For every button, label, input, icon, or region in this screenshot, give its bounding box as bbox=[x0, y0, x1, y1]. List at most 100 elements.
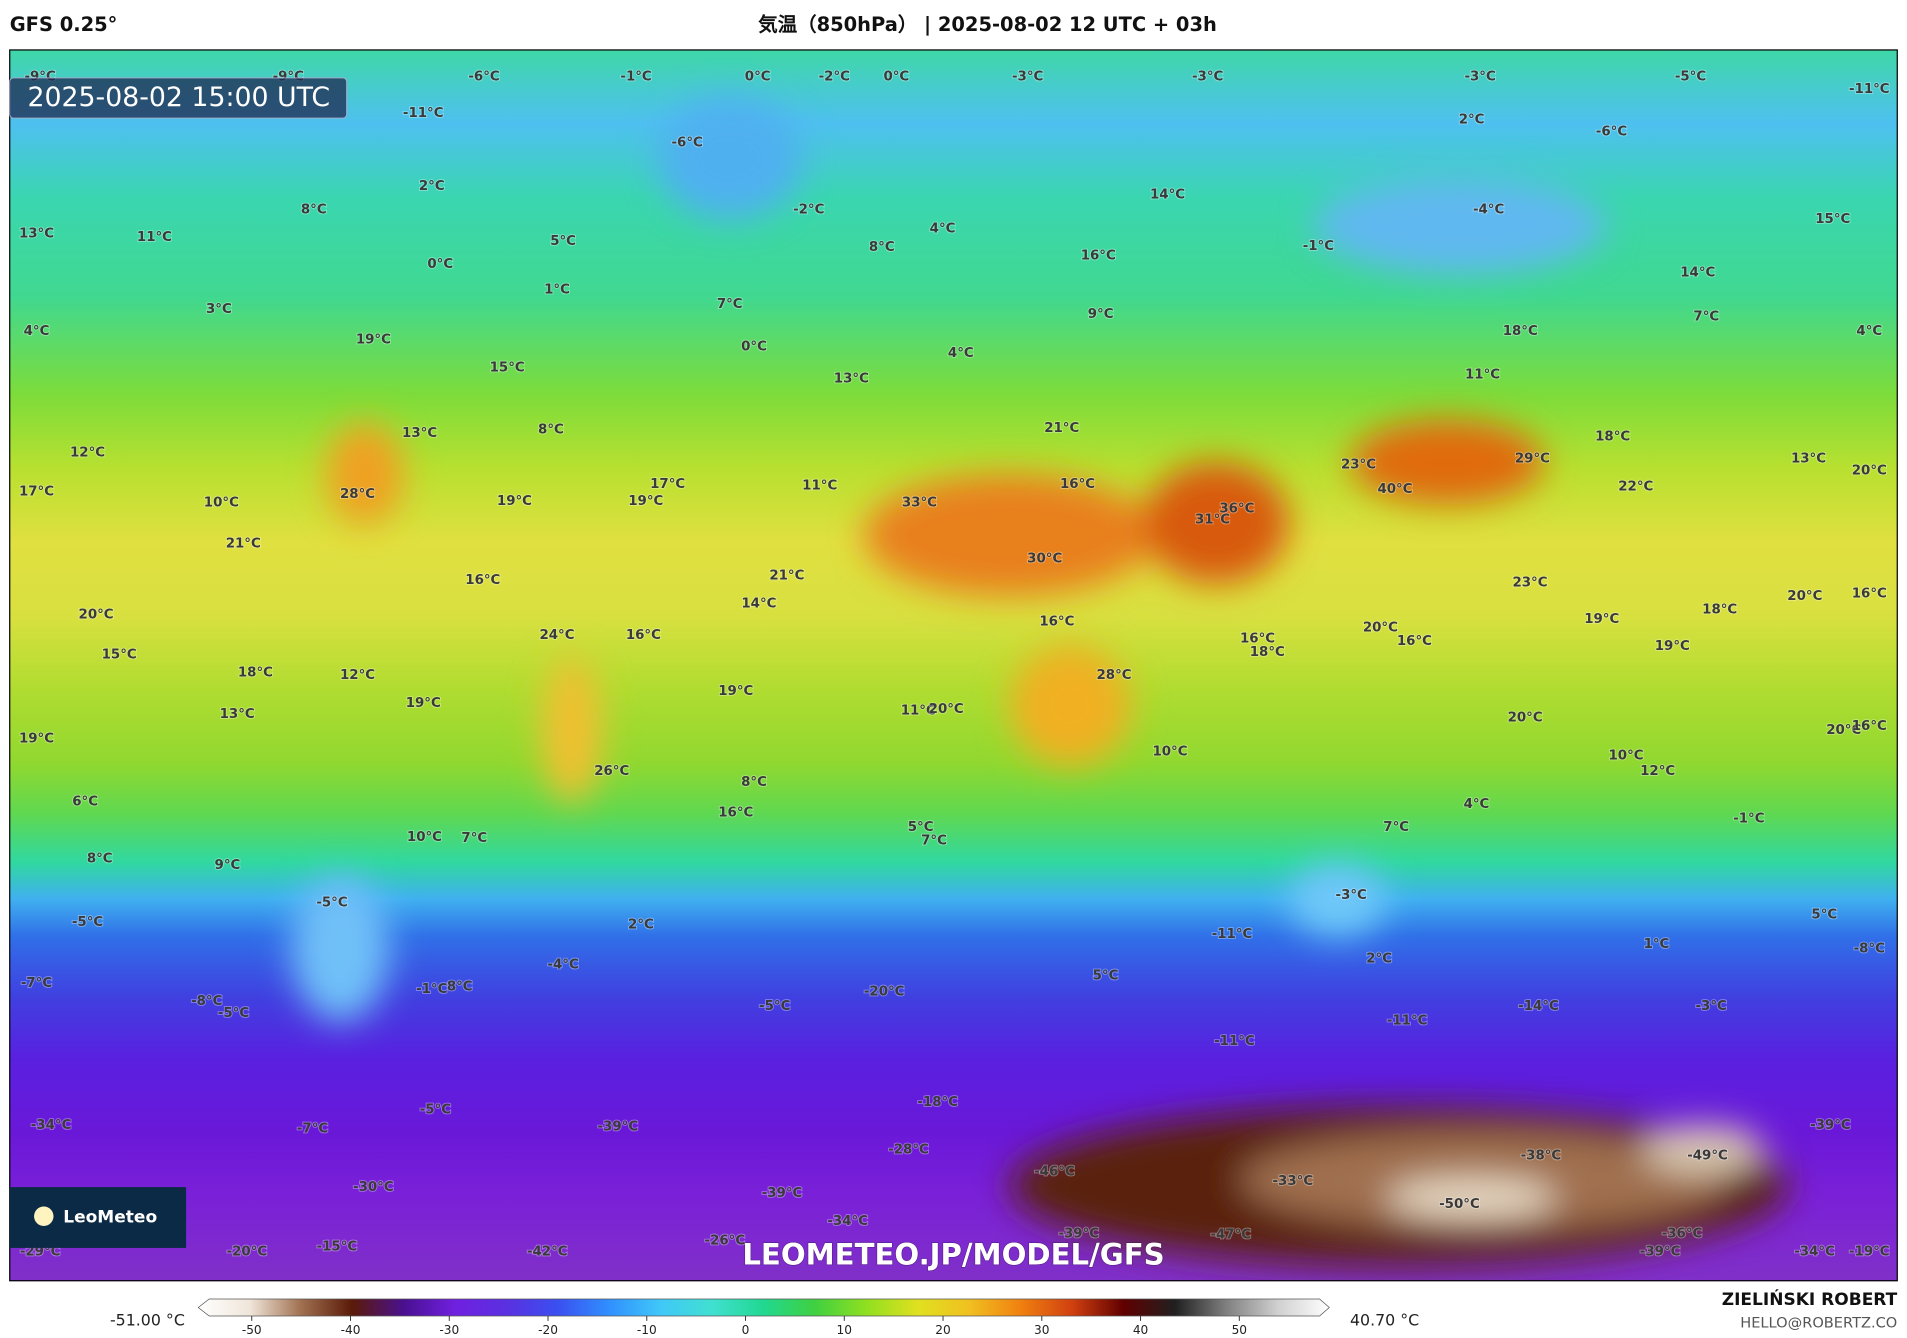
temperature-label: 17°C bbox=[650, 477, 685, 492]
temperature-label: 16°C bbox=[718, 806, 753, 821]
temperature-label: 8°C bbox=[538, 422, 564, 437]
temperature-label: -28°C bbox=[888, 1142, 929, 1157]
temperature-label: 20°C bbox=[1363, 621, 1398, 636]
temperature-label: -46°C bbox=[1034, 1164, 1075, 1179]
temperature-label: -1°C bbox=[620, 70, 651, 85]
temperature-label: -49°C bbox=[1687, 1148, 1728, 1163]
colorbar-max: 40.70 °C bbox=[1350, 1310, 1419, 1329]
temperature-label: 4°C bbox=[930, 222, 956, 237]
map-frame bbox=[9, 49, 1898, 1282]
temperature-label: 1°C bbox=[544, 283, 570, 298]
temperature-label: -47°C bbox=[1210, 1228, 1251, 1243]
temperature-label: 8°C bbox=[87, 852, 113, 867]
temperature-label: 19°C bbox=[718, 684, 753, 699]
temperature-label: 13°C bbox=[834, 371, 869, 386]
colorbar-scale bbox=[197, 1298, 1330, 1317]
temperature-label: -42°C bbox=[527, 1245, 568, 1260]
temperature-label: 10°C bbox=[407, 830, 442, 845]
temperature-label: 14°C bbox=[1150, 188, 1185, 203]
temperature-label: -4°C bbox=[1473, 202, 1504, 217]
temperature-label: 19°C bbox=[1655, 639, 1690, 654]
temperature-label: 5°C bbox=[908, 820, 934, 835]
temperature-label: 7°C bbox=[1693, 309, 1719, 324]
temperature-label: 16°C bbox=[1240, 632, 1275, 647]
temperature-label: 14°C bbox=[1680, 266, 1715, 281]
temperature-label: 18°C bbox=[1702, 602, 1737, 617]
temperature-label: 13°C bbox=[19, 227, 54, 242]
temperature-label: -14°C bbox=[1518, 999, 1559, 1014]
temperature-label: -33°C bbox=[1273, 1174, 1314, 1189]
temperature-label: -3°C bbox=[1012, 70, 1043, 85]
colorbar-tick-label: -10 bbox=[637, 1323, 657, 1337]
temperature-label: -39°C bbox=[1640, 1245, 1681, 1260]
temperature-labels: -9°C -9°C -6°C -1°C 0°C -2°C 0°C -3°C -3°C -3°C -5… bbox=[18, 69, 1890, 1261]
temperature-label: 19°C bbox=[628, 494, 663, 509]
temperature-label: -50°C bbox=[1439, 1197, 1480, 1212]
temperature-label: 0°C bbox=[741, 340, 767, 355]
temperature-label: -5°C bbox=[420, 1102, 451, 1117]
temperature-label: 21°C bbox=[1044, 421, 1079, 436]
temperature-label: 31°C bbox=[1195, 512, 1230, 527]
colorbar-tick-label: 0 bbox=[742, 1323, 750, 1337]
temperature-label: 5°C bbox=[550, 234, 576, 249]
temperature-label: 0°C bbox=[883, 70, 909, 85]
temperature-label: 11°C bbox=[1465, 368, 1500, 383]
colorbar-tick-label: 50 bbox=[1232, 1323, 1247, 1337]
temperature-label: -34°C bbox=[31, 1118, 72, 1133]
temperature-label: 28°C bbox=[1096, 668, 1131, 683]
model-name: GFS 0.25° bbox=[10, 13, 118, 36]
temperature-label: -2°C bbox=[793, 202, 824, 217]
temperature-label: 0°C bbox=[427, 257, 453, 272]
temperature-label: 18°C bbox=[1250, 645, 1285, 660]
temperature-label: 2°C bbox=[419, 179, 445, 194]
temperature-label: 23°C bbox=[1512, 576, 1547, 591]
temperature-label: 26°C bbox=[594, 764, 629, 779]
temperature-label: 9°C bbox=[1088, 307, 1114, 322]
temperature-label: -3°C bbox=[1336, 888, 1367, 903]
temperature-label: 16°C bbox=[1852, 587, 1887, 602]
temperature-label: 8°C bbox=[301, 202, 327, 217]
temperature-label: 2°C bbox=[628, 917, 654, 932]
temperature-label: 8°C bbox=[741, 775, 767, 790]
colorbar-tick-label: 30 bbox=[1034, 1323, 1049, 1337]
temperature-label: 4°C bbox=[24, 324, 50, 339]
temperature-label: 15°C bbox=[490, 360, 525, 375]
temperature-label: 7°C bbox=[461, 831, 487, 846]
temperature-label: 18°C bbox=[238, 666, 273, 681]
temperature-label: 11°C bbox=[137, 230, 172, 245]
temperature-label: 17°C bbox=[19, 484, 54, 499]
temperature-label: 20°C bbox=[1826, 723, 1861, 738]
temperature-label: -7°C bbox=[297, 1122, 328, 1137]
temperature-label: 5°C bbox=[1811, 908, 1837, 923]
temperature-label: -8°C bbox=[191, 994, 222, 1009]
temperature-label: 15°C bbox=[102, 647, 137, 662]
temperature-label: -20°C bbox=[864, 984, 905, 999]
temperature-label: -5°C bbox=[72, 915, 103, 930]
temperature-label: 16°C bbox=[465, 573, 500, 588]
temperature-label: 20°C bbox=[1852, 464, 1887, 479]
temperature-label: 18°C bbox=[1503, 324, 1538, 339]
temperature-label: 4°C bbox=[948, 346, 974, 361]
temperature-label: -11°C bbox=[1214, 1034, 1255, 1049]
temperature-label: 20°C bbox=[79, 607, 114, 622]
temperature-label: 0°C bbox=[745, 70, 771, 85]
logo: LeoMeteo bbox=[63, 1208, 157, 1228]
temperature-label: -6°C bbox=[1596, 124, 1627, 139]
temperature-label: 12°C bbox=[340, 668, 375, 683]
temperature-label: 2°C bbox=[1366, 951, 1392, 966]
temperature-label: 19°C bbox=[19, 731, 54, 746]
temperature-label: 4°C bbox=[1856, 324, 1882, 339]
temperature-label: 10°C bbox=[204, 495, 239, 510]
temperature-label: 16°C bbox=[1039, 615, 1074, 630]
temperature-label: -1°C bbox=[1303, 239, 1334, 254]
temperature-label: 19°C bbox=[356, 332, 391, 347]
temperature-label: -19°C bbox=[1849, 1245, 1890, 1260]
temperature-label: 1°C bbox=[1644, 937, 1670, 952]
temperature-label: -39°C bbox=[762, 1186, 803, 1201]
temperature-label: 13°C bbox=[402, 426, 437, 441]
temperature-label: -4°C bbox=[547, 958, 578, 973]
map-title: 気温（850hPa） | 2025-08-02 12 UTC + 03h bbox=[758, 13, 1217, 36]
temperature-label: 20°C bbox=[1787, 589, 1822, 604]
map: -9°C -9°C -6°C -1°C 0°C -2°C 0°C -3°C -3°C -3°C -5… bbox=[9, 49, 1898, 1281]
temperature-label: 10°C bbox=[1152, 745, 1187, 760]
